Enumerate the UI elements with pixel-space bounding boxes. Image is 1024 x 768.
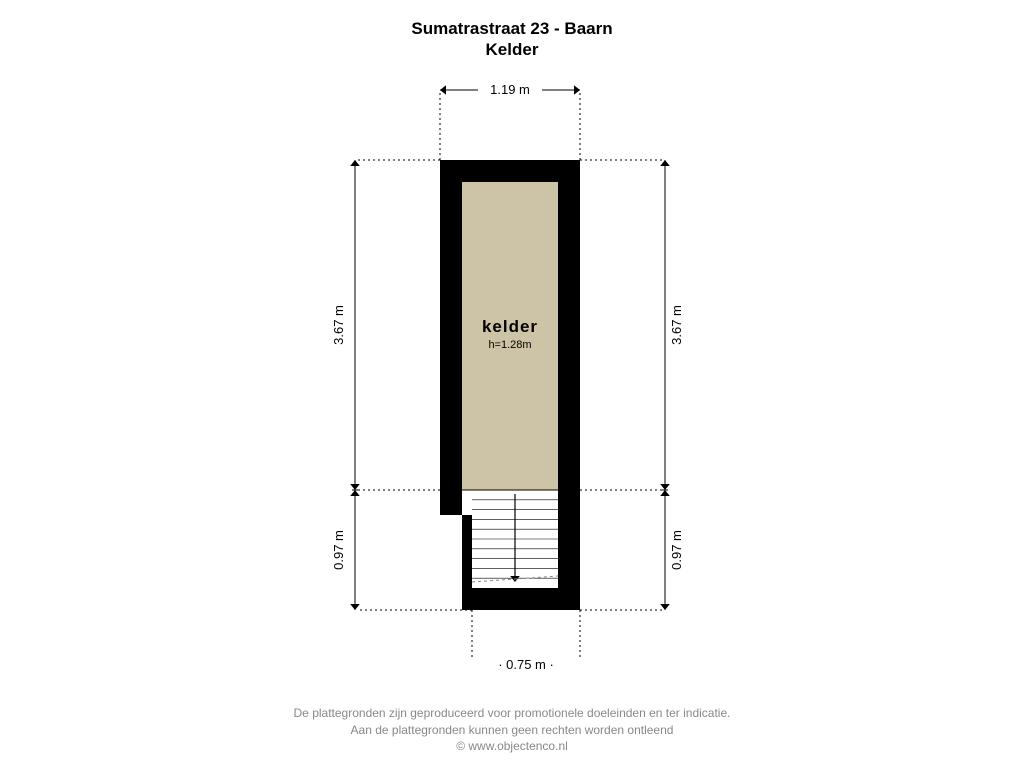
svg-text:h=1.28m: h=1.28m bbox=[488, 339, 531, 351]
svg-text:1.19 m: 1.19 m bbox=[490, 82, 530, 97]
svg-text:0.97 m: 0.97 m bbox=[669, 530, 684, 570]
svg-text:3.67 m: 3.67 m bbox=[331, 305, 346, 345]
svg-text:kelder: kelder bbox=[482, 317, 538, 336]
footer-line-1: De plattegronden zijn geproduceerd voor … bbox=[0, 705, 1024, 721]
svg-text:· 0.75 m ·: · 0.75 m · bbox=[498, 657, 554, 672]
footer-block: De plattegronden zijn geproduceerd voor … bbox=[0, 705, 1024, 754]
footer-line-3: © www.objectenco.nl bbox=[0, 738, 1024, 754]
floorplan-svg: kelder h=1.28m 1.19 m · 0.75 m · 3.67 m 0.97 … bbox=[0, 0, 1024, 768]
footer-line-2: Aan de plattegronden kunnen geen rechten… bbox=[0, 722, 1024, 738]
svg-text:3.67 m: 3.67 m bbox=[669, 305, 684, 345]
svg-text:0.97 m: 0.97 m bbox=[331, 530, 346, 570]
